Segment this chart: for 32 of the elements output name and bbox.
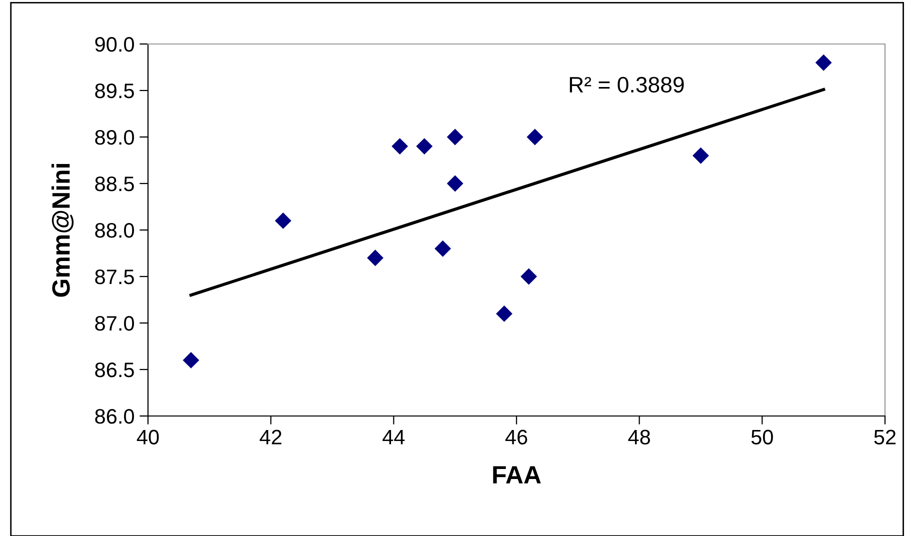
point <box>520 268 537 285</box>
point <box>526 128 544 146</box>
x-axis-title: FAA <box>493 466 541 484</box>
point <box>274 212 292 229</box>
y-tick-label: 88.0 <box>95 223 134 238</box>
point <box>692 147 709 164</box>
x-tick-label: 52 <box>874 430 896 444</box>
point <box>416 138 433 155</box>
y-tick-label: 86.5 <box>95 362 134 378</box>
x-tick-label: 50 <box>751 430 773 444</box>
point <box>446 175 464 192</box>
y-tick-label: 89.0 <box>95 130 134 145</box>
y-tick-label: 89.5 <box>95 84 134 98</box>
y-axis-title: Gmm@Nini <box>52 164 74 297</box>
point <box>496 305 512 322</box>
point <box>434 240 452 257</box>
point <box>182 352 200 368</box>
y-tick-label: 88.5 <box>95 176 134 192</box>
x-tick-label: 48 <box>628 430 650 444</box>
point <box>392 138 408 155</box>
y-tick-label: 87.5 <box>95 270 134 284</box>
x-tick-label: 42 <box>260 430 282 444</box>
point <box>367 250 384 266</box>
x-tick-label: 46 <box>505 430 528 444</box>
y-tick-label: 90.0 <box>95 37 134 52</box>
y-tick-label: 86.0 <box>95 409 134 424</box>
x-tick-label: 40 <box>136 430 159 444</box>
y-tick-label: 87.0 <box>95 316 134 331</box>
x-tick-label: 44 <box>382 430 405 444</box>
point <box>815 54 832 71</box>
annotation: R² = 0.3889 <box>570 76 684 93</box>
point <box>446 128 464 146</box>
